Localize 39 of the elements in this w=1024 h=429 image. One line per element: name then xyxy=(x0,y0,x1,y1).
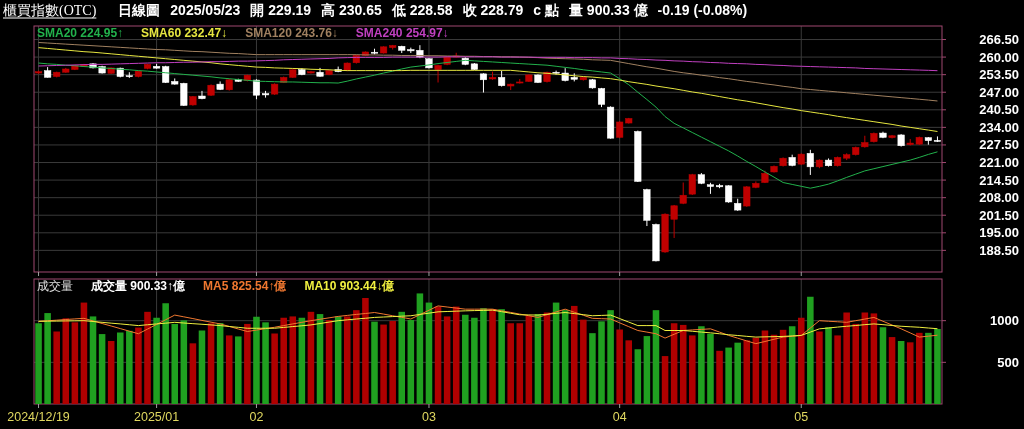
y-tick-label: 260.00 xyxy=(979,49,1019,65)
x-tick-label: 2025/01 xyxy=(133,410,180,424)
y-tick-label: 227.50 xyxy=(979,137,1019,153)
y-tick-label: 188.50 xyxy=(979,242,1019,258)
chart-title: 成交量 xyxy=(37,279,73,293)
y-tick-label: 234.00 xyxy=(979,119,1019,135)
series-label: SMA20 224.95↑ xyxy=(37,26,124,40)
y-tick-label: 247.00 xyxy=(979,84,1019,100)
text: c 點 xyxy=(533,2,559,18)
x-tick-label: 2024/12/19 xyxy=(7,410,70,424)
text: 2025/05/23 xyxy=(170,2,241,18)
y-tick-label: 208.00 xyxy=(979,190,1019,206)
x-tick-label: 04 xyxy=(612,410,627,424)
series-label: 成交量 900.33↑億 xyxy=(90,279,187,293)
series-label: SMA240 254.97↓ xyxy=(355,26,449,40)
x-tick-label: 02 xyxy=(249,410,264,424)
chart-title: 櫃買指數(OTC) xyxy=(3,3,97,19)
y-tick-label: 240.50 xyxy=(979,102,1019,118)
y-tick-label: 221.00 xyxy=(979,155,1019,171)
text: 低 228.58 xyxy=(390,2,453,18)
y-tick-label: 1000 xyxy=(990,313,1019,329)
text: 高 230.65 xyxy=(321,2,383,18)
y-tick-label: 266.50 xyxy=(979,32,1019,48)
text: 量 900.33 億 xyxy=(567,2,649,18)
text: -0.19 (-0.08%) xyxy=(657,2,748,18)
y-tick-label: 253.50 xyxy=(979,67,1019,83)
text: MA5 825.54↑億 xyxy=(203,279,288,293)
series-label: MA10 903.44↓億 xyxy=(304,279,396,293)
series-label: SMA60 232.47↓ xyxy=(141,26,228,40)
text: 收 228.79 xyxy=(462,2,524,18)
y-tick-label: 214.50 xyxy=(979,172,1019,188)
y-tick-label: 195.00 xyxy=(979,225,1019,241)
y-tick-label: 500 xyxy=(997,354,1019,370)
series-label: SMA120 243.76↓ xyxy=(245,26,338,40)
text: 開 229.19 xyxy=(250,2,312,18)
y-tick-label: 201.50 xyxy=(979,207,1019,223)
x-tick-label: 03 xyxy=(422,410,436,424)
x-tick-label: 05 xyxy=(794,410,809,424)
text: 日線圖 xyxy=(118,2,161,18)
